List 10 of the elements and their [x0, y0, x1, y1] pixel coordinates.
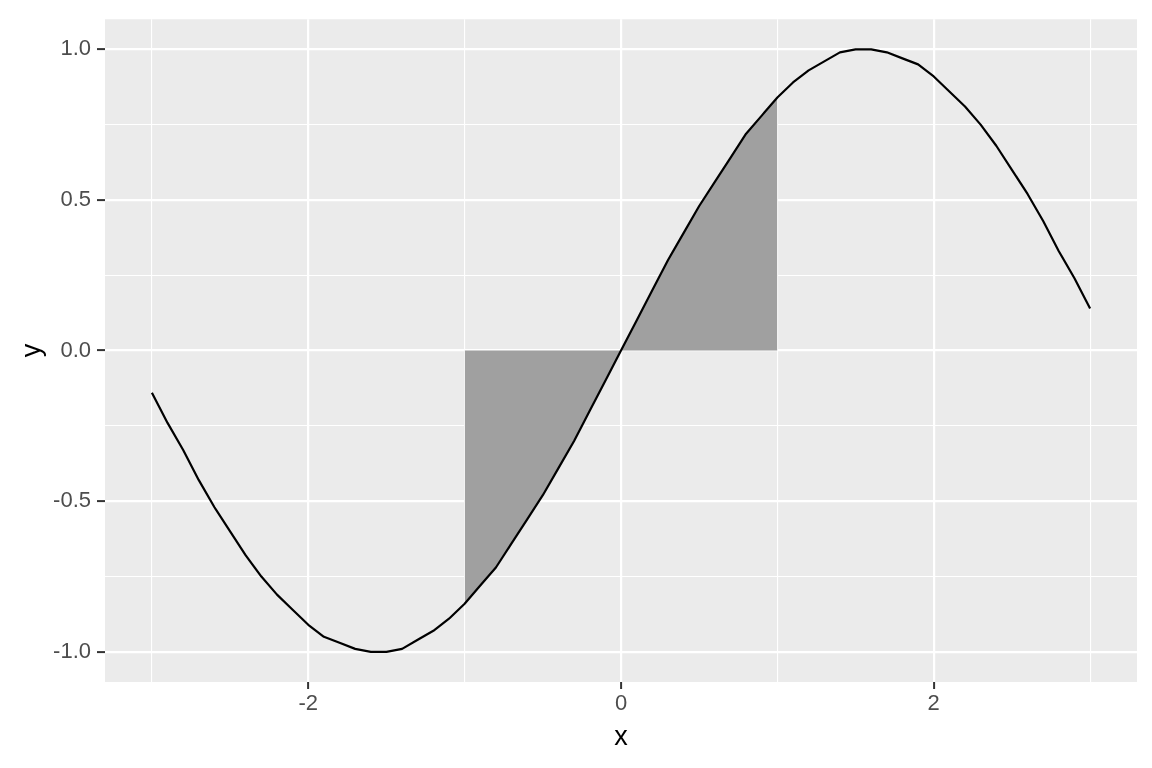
- y-tick-label: -0.5: [53, 487, 91, 513]
- y-axis-title: y: [15, 343, 46, 358]
- y-tick-label: 0.0: [60, 336, 91, 362]
- y-tick-label: 1.0: [60, 35, 91, 61]
- x-tick-label: 0: [614, 690, 628, 716]
- y-tick-label: 0.5: [60, 186, 91, 212]
- y-tick-label: -1.0: [53, 637, 91, 663]
- x-tick-label: 2: [927, 690, 940, 716]
- x-tick-label: -2: [298, 690, 319, 716]
- x-axis-title: x: [614, 721, 629, 752]
